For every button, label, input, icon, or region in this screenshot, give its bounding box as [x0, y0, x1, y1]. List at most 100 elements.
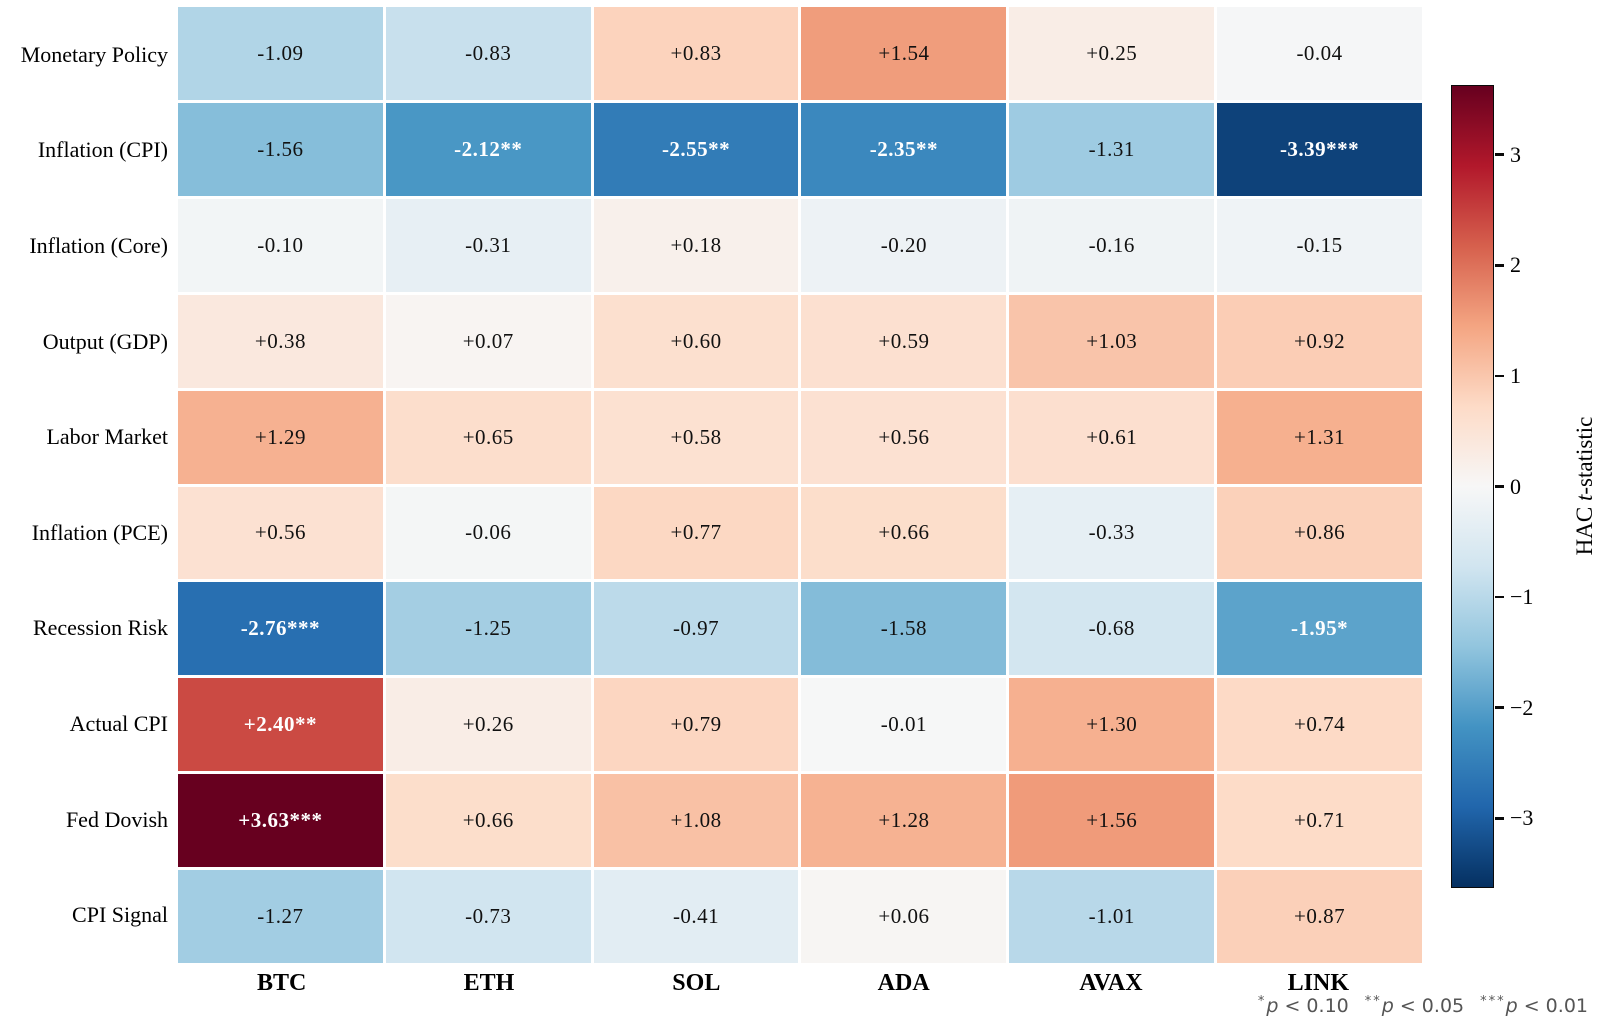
heatmap-cell: +1.03	[1009, 294, 1215, 388]
colorbar-tick-label: −3	[1510, 805, 1534, 831]
footnote-threshold: < 0.10	[1278, 995, 1349, 1017]
colorbar-tick-mark	[1495, 595, 1504, 599]
footnote-threshold: < 0.05	[1393, 995, 1465, 1017]
heatmap-cell: +0.61	[1009, 390, 1215, 484]
heatmap-cell: -0.83	[385, 7, 591, 100]
significance-footnote: * p < 0.10 ** p < 0.05 *** p < 0.01	[1257, 994, 1588, 1025]
colorbar-tick-label: 0	[1510, 473, 1521, 499]
heatmap-cell: -0.97	[593, 582, 799, 676]
row-label: Recession Risk	[32, 615, 168, 641]
colorbar-tick-mark	[1495, 264, 1504, 267]
heatmap-cell: -0.10	[178, 198, 383, 292]
column-label: ADA	[877, 969, 930, 996]
heatmap-cell: +0.18	[593, 198, 799, 292]
heatmap-cell: -1.25	[385, 582, 591, 676]
footnote-p-symbol: p	[1381, 995, 1394, 1017]
heatmap-cell: -0.41	[593, 870, 799, 963]
colorbar-tick-label: 3	[1510, 141, 1521, 167]
heatmap-cell: -0.01	[801, 678, 1007, 772]
heatmap-cell: +0.60	[593, 294, 799, 388]
heatmap-cell: -0.31	[385, 198, 591, 292]
heatmap-cell: -0.04	[1217, 7, 1422, 100]
heatmap-cell: +0.71	[1217, 774, 1422, 868]
heatmap-cell: +0.26	[385, 678, 591, 772]
heatmap-cell: +0.59	[801, 294, 1007, 388]
heatmap-cell: -3.39***	[1217, 102, 1422, 196]
colorbar-label-suffix: -statistic	[1572, 416, 1597, 495]
heatmap-cell: +1.28	[801, 774, 1007, 868]
row-label: Fed Dovish	[65, 806, 168, 832]
heatmap-cell: +0.07	[385, 294, 591, 388]
row-label: Actual CPI	[69, 710, 168, 736]
colorbar-tick-label: −1	[1510, 584, 1534, 610]
column-label: BTC	[256, 969, 307, 996]
heatmap-cell: +1.08	[593, 774, 799, 868]
heatmap-cell: -2.12**	[385, 102, 591, 196]
heatmap-cell: +0.77	[593, 486, 799, 580]
heatmap-cell: -1.58	[801, 582, 1007, 676]
heatmap-cell: -1.27	[178, 870, 383, 963]
heatmap-cell: +1.31	[1217, 390, 1422, 484]
heatmap-grid: -1.09 -0.83 +0.83 +1.54 +0.25 -0.04 -1.56 -2.12…	[178, 7, 1422, 963]
heatmap-cell: +0.25	[1009, 7, 1215, 100]
column-label: SOL	[672, 969, 721, 996]
heatmap-cell: -0.68	[1009, 582, 1215, 676]
heatmap-cell: +1.54	[801, 7, 1007, 100]
heatmap-cell: -1.31	[1009, 102, 1215, 196]
row-label: Inflation (Core)	[29, 232, 168, 258]
colorbar-tick-mark	[1495, 374, 1504, 378]
heatmap-cell: -0.16	[1009, 198, 1215, 292]
heatmap-cell: +3.63***	[178, 774, 383, 868]
footnote-entry: ** p < 0.05	[1364, 994, 1465, 1017]
heatmap-cell: +0.83	[593, 7, 799, 100]
heatmap-cell: +1.29	[178, 390, 383, 484]
heatmap-cell: +0.79	[593, 678, 799, 772]
row-label: Monetary Policy	[20, 41, 168, 67]
heatmap-cell: -1.95*	[1217, 582, 1422, 676]
heatmap-cell: +0.92	[1217, 294, 1422, 388]
colorbar-tick-mark	[1495, 153, 1504, 156]
heatmap-cell: +0.87	[1217, 870, 1422, 963]
heatmap-cell: +0.56	[801, 390, 1007, 484]
colorbar-tick-label: 2	[1510, 252, 1521, 278]
heatmap-cell: -0.33	[1009, 486, 1215, 580]
row-label: CPI Signal	[72, 902, 168, 928]
heatmap-cell: +0.06	[801, 870, 1007, 963]
heatmap-cell: +1.30	[1009, 678, 1215, 772]
column-label: LINK	[1287, 969, 1349, 996]
footnote-stars: **	[1364, 994, 1382, 1009]
colorbar-axis-label: HAC t -statistic	[1570, 336, 1600, 636]
heatmap-cell: -0.20	[801, 198, 1007, 292]
heatmap-cell: -1.09	[178, 7, 383, 100]
heatmap-cell: -0.06	[385, 486, 591, 580]
heatmap-cell: +1.56	[1009, 774, 1215, 868]
heatmap-cell: +0.38	[178, 294, 383, 388]
heatmap-cell: +0.86	[1217, 486, 1422, 580]
row-label: Output (GDP)	[42, 328, 168, 354]
column-label: ETH	[463, 969, 515, 996]
heatmap-cell: -2.55**	[593, 102, 799, 196]
footnote-stars: ***	[1480, 994, 1506, 1009]
heatmap-cell: +0.74	[1217, 678, 1422, 772]
row-label: Inflation (PCE)	[31, 519, 168, 545]
heatmap-cell: +0.66	[385, 774, 591, 868]
footnote-entry: * p < 0.10	[1257, 994, 1349, 1017]
row-label: Labor Market	[46, 424, 168, 450]
footnote-entry: *** p < 0.01	[1480, 994, 1588, 1017]
footnote-threshold: < 0.01	[1517, 995, 1588, 1017]
heatmap-cell: +0.65	[385, 390, 591, 484]
colorbar-label-prefix: HAC	[1572, 501, 1597, 556]
footnote-stars: *	[1257, 994, 1267, 1009]
heatmap-cell: +0.58	[593, 390, 799, 484]
column-label: AVAX	[1079, 969, 1143, 996]
heatmap-cell: -2.76***	[178, 582, 383, 676]
colorbar-label-italic-t: t	[1572, 494, 1597, 502]
heatmap-cell: +0.56	[178, 486, 383, 580]
heatmap-cell: -0.15	[1217, 198, 1422, 292]
colorbar-tick-mark	[1495, 706, 1504, 709]
colorbar-tick-mark	[1495, 817, 1504, 820]
heatmap-cell: +0.66	[801, 486, 1007, 580]
row-label: Inflation (CPI)	[37, 137, 168, 163]
heatmap-cell: -1.01	[1009, 870, 1215, 963]
